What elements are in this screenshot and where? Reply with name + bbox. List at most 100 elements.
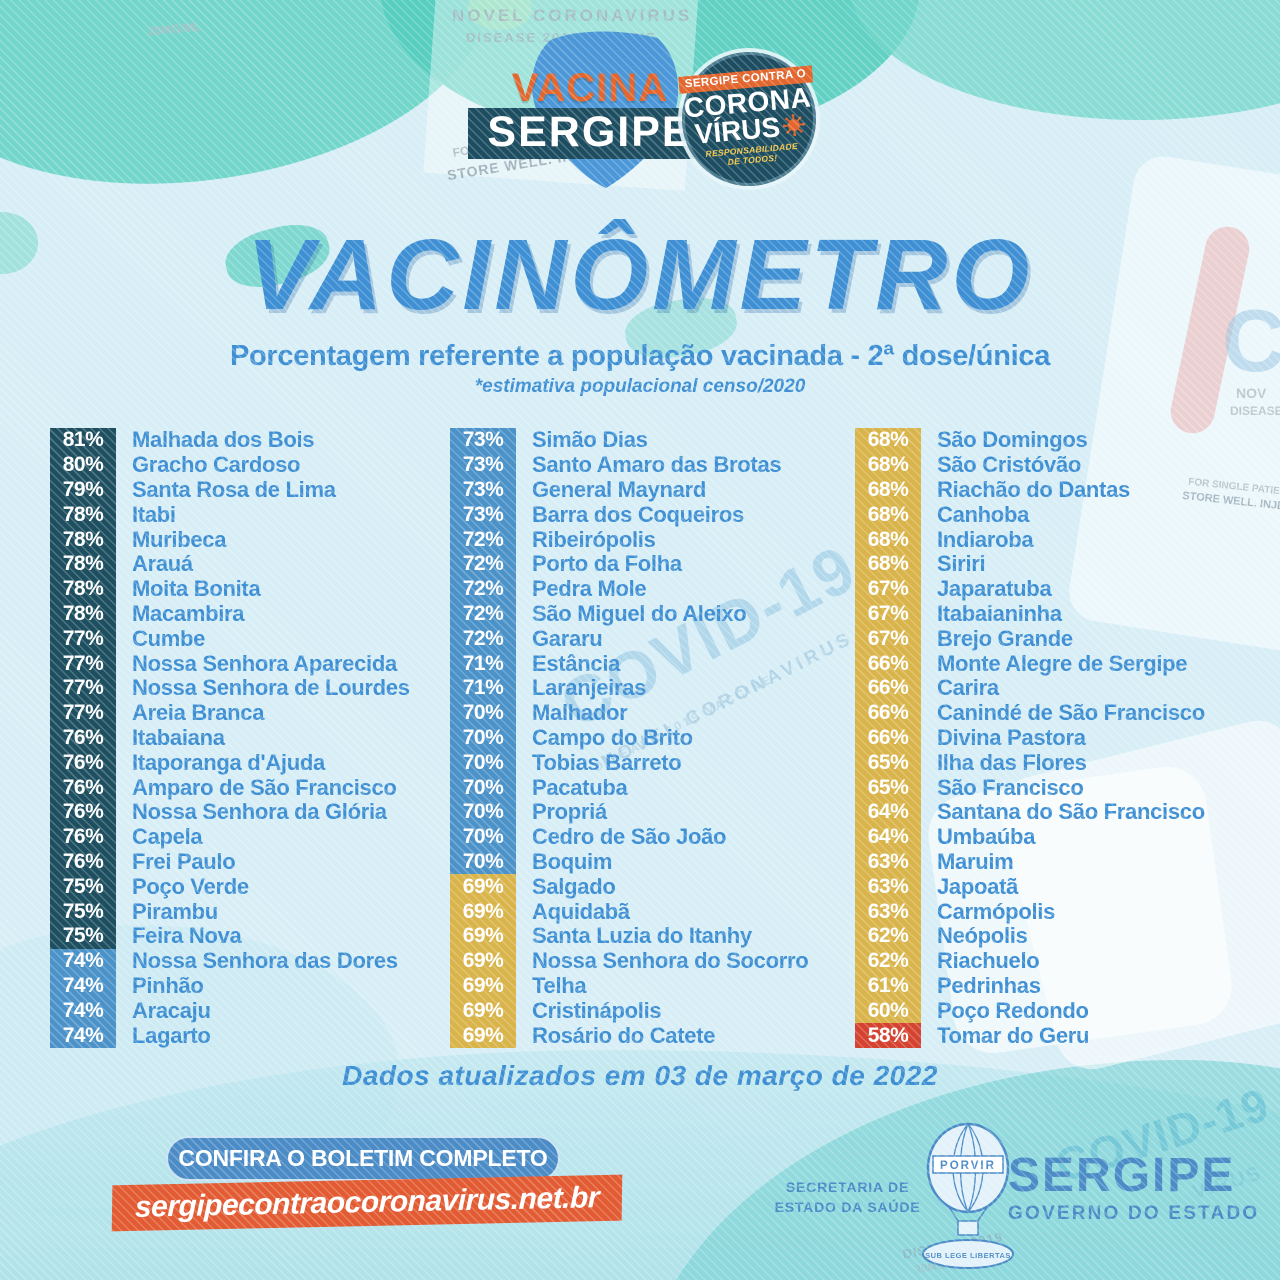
municipality-row: 65% São Francisco [855, 775, 1205, 800]
background-watermark: DISEASE [1230, 404, 1280, 418]
municipality-name: Tobias Barreto [532, 749, 682, 775]
municipality-name: Poço Verde [132, 873, 249, 899]
government-subtitle: GOVERNO DO ESTADO [1008, 1203, 1260, 1224]
percentage-badge: 63% [855, 899, 921, 924]
percentage-badge: 76% [50, 750, 116, 776]
municipality-name: Canindé de São Francisco [937, 700, 1205, 726]
municipality-row: 71% Estância [450, 651, 808, 676]
background-watermark: NOVEL CORONAVIRUS [452, 6, 693, 25]
municipality-row: 62% Riachuelo [855, 948, 1205, 974]
municipality-name: Salgado [532, 873, 616, 899]
badge-virus-text: VÍRUS [693, 110, 782, 150]
municipality-row: 70% Propriá [450, 799, 808, 825]
percentage-badge: 69% [450, 923, 516, 949]
government-logo: SERGIPE GOVERNO DO ESTADO [1008, 1152, 1259, 1225]
percentage-badge: 74% [50, 998, 116, 1024]
municipality-row: 74% Nossa Senhora das Dores [50, 948, 410, 974]
municipality-row: 68% Indiaroba [855, 527, 1205, 552]
municipality-name: São Francisco [937, 774, 1084, 800]
municipality-row: 76% Itaporanga d'Ajuda [50, 750, 410, 776]
municipality-row: 76% Frei Paulo [50, 848, 410, 875]
municipality-row: 77% Nossa Senhora Aparecida [50, 651, 410, 676]
percentage-badge: 69% [450, 1023, 516, 1048]
municipality-name: São Miguel do Aleixo [532, 600, 747, 626]
municipality-name: Pinhão [132, 972, 204, 998]
census-note: *estimativa populacional censo/2020 [474, 376, 806, 397]
percentage-badge: 70% [450, 799, 516, 825]
municipality-row: 62% Neópolis [855, 923, 1205, 949]
percentage-badge: 73% [450, 477, 516, 503]
percentage-badge: 70% [450, 775, 516, 800]
municipality-row: 64% Umbaúba [855, 824, 1205, 850]
municipality-name: Gracho Cardoso [132, 452, 301, 478]
municipality-name: Nossa Senhora Aparecida [132, 650, 397, 676]
municipality-name: Muribeca [132, 526, 227, 552]
municipality-row: 73% Santo Amaro das Brotas [450, 452, 808, 478]
municipality-row: 78% Moita Bonita [50, 576, 410, 602]
percentage-badge: 76% [50, 725, 116, 751]
municipality-row: 69% Rosário do Catete [450, 1023, 808, 1048]
government-name: SERGIPE [1008, 1149, 1236, 1202]
percentage-badge: 78% [50, 576, 116, 602]
municipality-row: 68% São Cristóvão [855, 452, 1205, 478]
municipality-row: 66% Carira [855, 675, 1205, 701]
percentage-badge: 74% [50, 973, 116, 999]
municipality-name: Ribeirópolis [532, 526, 656, 552]
percentage-badge: 61% [855, 973, 921, 999]
municipality-row: 78% Muribeca [50, 527, 410, 552]
municipality-name: Frei Paulo [132, 848, 236, 874]
municipality-row: 72% Porto da Folha [450, 551, 808, 577]
municipality-name: Simão Dias [532, 427, 648, 453]
municipality-row: 74% Lagarto [50, 1023, 410, 1048]
municipality-name: Macambira [132, 600, 245, 626]
municipality-row: 69% Aquidabã [450, 899, 808, 924]
municipality-name: Gararu [532, 625, 603, 651]
municipality-name: Umbaúba [937, 824, 1036, 850]
municipality-name: Neópolis [937, 923, 1028, 949]
municipality-name: Malhada dos Bois [132, 427, 315, 453]
municipality-name: Japoatã [937, 873, 1019, 899]
vacina-logo-line2: SERGIPE [468, 108, 712, 159]
percentage-badge: 68% [855, 502, 921, 528]
municipality-name: Brejo Grande [937, 625, 1073, 651]
municipality-row: 73% Simão Dias [450, 427, 808, 453]
percentage-badge: 76% [50, 824, 116, 850]
municipality-row: 72% Gararu [450, 625, 808, 652]
municipality-name: Nossa Senhora do Socorro [532, 948, 809, 974]
boletim-button[interactable]: CONFIRA O BOLETIM COMPLETO [166, 1136, 560, 1181]
municipality-name: Carira [937, 675, 999, 701]
percentage-badge: 71% [450, 651, 516, 676]
percentage-badge: 72% [450, 601, 516, 627]
municipality-row: 78% Arauá [50, 551, 410, 577]
municipality-row: 69% Telha [450, 973, 808, 999]
teal-blob [850, 0, 1280, 120]
percentage-badge: 75% [50, 923, 116, 949]
percentage-badge: 70% [450, 849, 516, 875]
website-link[interactable]: sergipecontraocoronavirus.net.br [111, 1174, 623, 1232]
municipality-name: Pacatuba [532, 774, 628, 800]
percentage-badge: 70% [450, 750, 516, 776]
percentage-badge: 81% [50, 428, 116, 453]
municipality-row: 60% Poço Redondo [855, 997, 1205, 1024]
municipality-name: Poço Redondo [937, 997, 1089, 1023]
percentage-badge: 67% [855, 576, 921, 602]
municipality-name: Cumbe [132, 625, 206, 651]
municipality-row: 68% Riachão do Dantas [855, 477, 1205, 503]
municipality-name: Japaratuba [937, 576, 1052, 602]
municipality-name: Cedro de São João [532, 824, 727, 850]
municipality-row: 70% Campo do Brito [450, 725, 808, 751]
municipality-name: Carmópolis [937, 898, 1056, 924]
municipality-row: 63% Japoatã [855, 873, 1205, 900]
municipality-name: Capela [132, 824, 203, 850]
municipality-row: 70% Tobias Barreto [450, 749, 808, 776]
percentage-badge: 72% [450, 626, 516, 652]
municipality-row: 78% Itabi [50, 502, 410, 528]
percentage-badge: 77% [50, 700, 116, 726]
municipality-name: São Domingos [937, 427, 1088, 453]
municipality-name: Porto da Folha [532, 551, 682, 577]
municipality-name: Nossa Senhora da Glória [132, 799, 387, 825]
percentage-badge: 73% [450, 428, 516, 453]
percentage-badge: 78% [50, 551, 116, 577]
municipality-row: 75% Poço Verde [50, 873, 410, 900]
municipality-row: 69% Nossa Senhora do Socorro [450, 948, 809, 974]
